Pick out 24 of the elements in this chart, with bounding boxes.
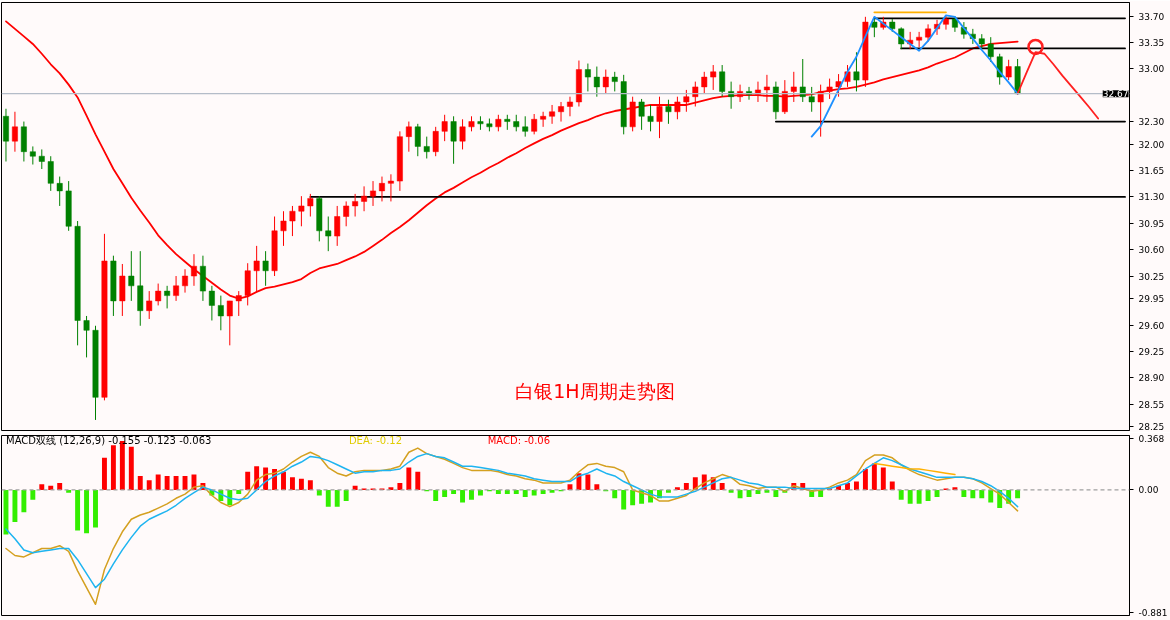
- y-tick-label: 31.30: [1138, 192, 1165, 203]
- ref-line-label: 32.67: [1102, 89, 1129, 100]
- y-tick-label: 0.00: [1138, 485, 1159, 496]
- y-tick-label: 30.95: [1138, 218, 1165, 229]
- y-tick-label: 32.30: [1138, 117, 1165, 128]
- y-tick-label: 30.25: [1138, 271, 1165, 282]
- y-tick-label: 30.60: [1138, 245, 1165, 256]
- y-tick-label: 29.95: [1138, 294, 1165, 305]
- y-tick-label: 28.25: [1138, 422, 1165, 433]
- annotation: MACD: -0.06: [487, 435, 551, 447]
- y-tick-label: 33.00: [1138, 64, 1165, 75]
- text: 白银1H周期走势图: [515, 379, 675, 402]
- y-tick-label: 29.60: [1138, 320, 1165, 331]
- annotation: DEA: -0.12: [348, 435, 403, 447]
- y-tick-label: 28.55: [1138, 399, 1165, 410]
- y-tick-label: -0.881: [1138, 608, 1168, 619]
- y-tick-label: 33.35: [1138, 37, 1165, 48]
- y-tick-label: 0.368: [1138, 434, 1165, 445]
- y-tick-label: 33.70: [1138, 11, 1165, 22]
- y-tick-label: 29.25: [1138, 346, 1165, 357]
- y-tick-label: 31.65: [1138, 166, 1165, 177]
- y-tick-label: 32.00: [1138, 139, 1165, 150]
- y-tick-label: 28.90: [1138, 373, 1165, 384]
- chart-title: MACD双线 (12,26,9) -0.155 -0.123 -0.063: [6, 435, 212, 447]
